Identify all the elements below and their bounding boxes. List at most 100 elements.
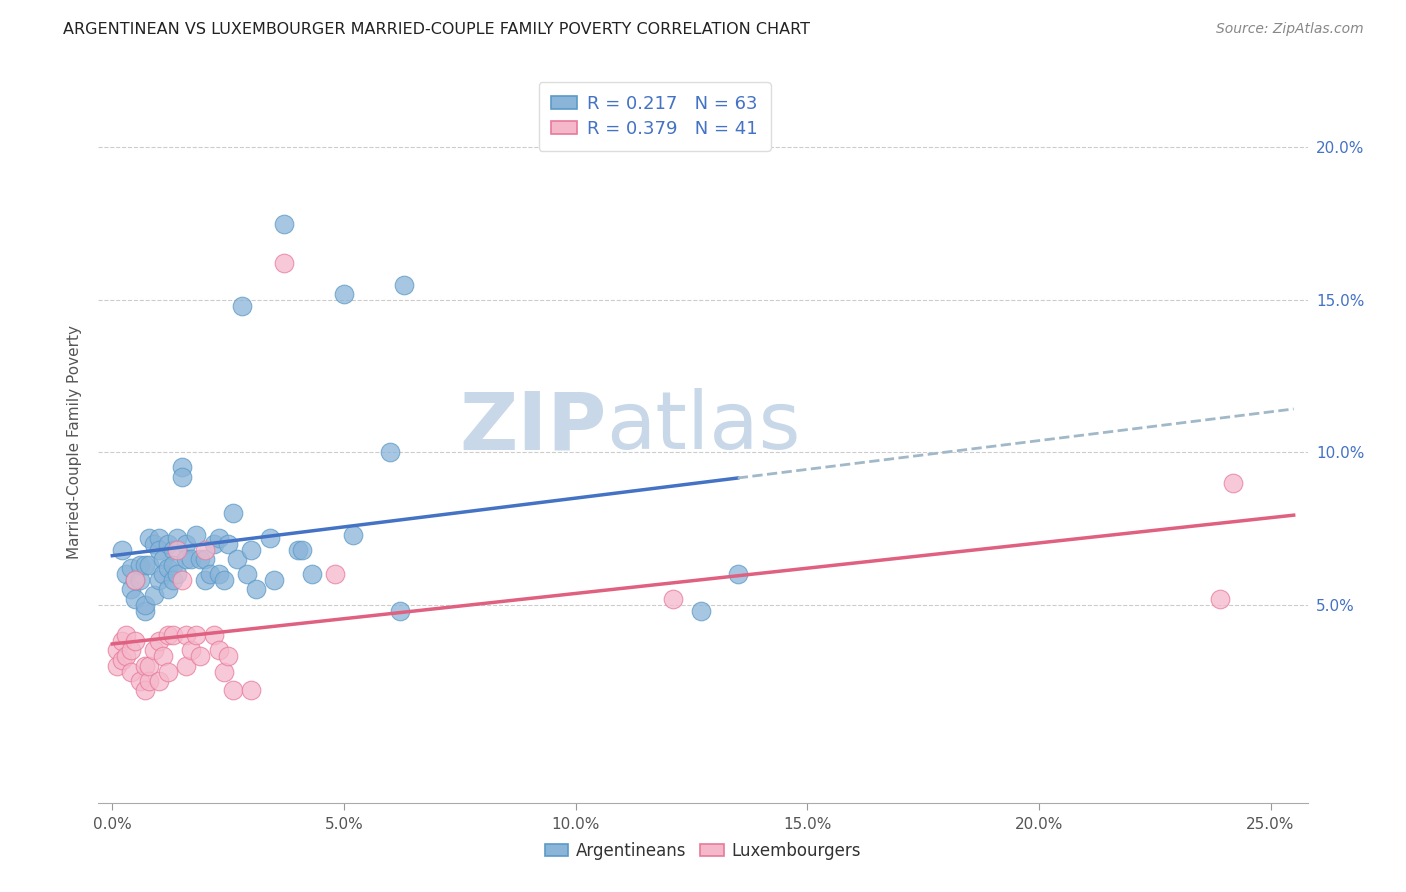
Point <box>115 649 138 664</box>
Point <box>212 574 235 588</box>
Point <box>212 665 235 679</box>
Point <box>273 217 295 231</box>
Point <box>180 643 202 657</box>
Point <box>170 574 193 588</box>
Text: ZIP: ZIP <box>458 388 606 467</box>
Point <box>166 531 188 545</box>
Point <box>245 582 267 597</box>
Point <box>124 591 146 606</box>
Point <box>143 643 166 657</box>
Point <box>689 604 711 618</box>
Text: Source: ZipAtlas.com: Source: ZipAtlas.com <box>1216 22 1364 37</box>
Point <box>166 542 188 557</box>
Point <box>152 567 174 582</box>
Point <box>388 604 411 618</box>
Point <box>110 542 132 557</box>
Point <box>333 286 356 301</box>
Point <box>226 552 249 566</box>
Legend: Argentineans, Luxembourgers: Argentineans, Luxembourgers <box>538 836 868 867</box>
Text: atlas: atlas <box>606 388 800 467</box>
Point <box>162 574 184 588</box>
Point <box>110 634 132 648</box>
Point <box>1222 475 1244 490</box>
Point <box>342 527 364 541</box>
Point <box>124 574 146 588</box>
Point <box>240 683 263 698</box>
Point <box>291 542 314 557</box>
Point <box>231 299 253 313</box>
Point <box>129 558 152 572</box>
Point <box>208 531 231 545</box>
Point <box>208 567 231 582</box>
Point <box>134 604 156 618</box>
Point <box>194 552 217 566</box>
Point <box>162 628 184 642</box>
Point <box>194 574 217 588</box>
Point <box>162 542 184 557</box>
Point <box>380 445 402 459</box>
Point <box>1208 591 1230 606</box>
Point <box>188 649 211 664</box>
Point <box>217 536 239 550</box>
Point <box>198 567 221 582</box>
Point <box>392 277 415 292</box>
Point <box>148 634 170 648</box>
Point <box>222 683 245 698</box>
Point <box>156 628 179 642</box>
Point <box>184 527 207 541</box>
Point <box>134 558 156 572</box>
Point <box>180 552 202 566</box>
Point <box>184 628 207 642</box>
Point <box>301 567 323 582</box>
Point <box>115 567 138 582</box>
Point <box>148 542 170 557</box>
Point <box>138 558 160 572</box>
Point <box>148 673 170 688</box>
Point <box>323 567 346 582</box>
Point <box>727 567 749 582</box>
Point <box>115 628 138 642</box>
Point <box>152 552 174 566</box>
Point <box>188 552 211 566</box>
Point <box>263 574 285 588</box>
Point <box>217 649 239 664</box>
Point <box>152 649 174 664</box>
Point <box>170 460 193 475</box>
Point <box>129 574 152 588</box>
Point <box>273 256 295 270</box>
Point <box>105 643 128 657</box>
Point <box>138 531 160 545</box>
Point <box>208 643 231 657</box>
Point <box>235 567 257 582</box>
Point <box>148 531 170 545</box>
Point <box>120 665 142 679</box>
Point <box>124 634 146 648</box>
Point <box>134 598 156 612</box>
Point <box>176 628 198 642</box>
Point <box>120 643 142 657</box>
Point <box>129 673 152 688</box>
Point <box>134 683 156 698</box>
Point <box>105 658 128 673</box>
Point <box>120 561 142 575</box>
Point <box>166 567 188 582</box>
Point <box>222 506 245 520</box>
Point <box>287 542 309 557</box>
Point <box>138 658 160 673</box>
Point <box>176 536 198 550</box>
Point <box>202 628 225 642</box>
Text: ARGENTINEAN VS LUXEMBOURGER MARRIED-COUPLE FAMILY POVERTY CORRELATION CHART: ARGENTINEAN VS LUXEMBOURGER MARRIED-COUP… <box>63 22 810 37</box>
Point <box>143 536 166 550</box>
Point <box>124 574 146 588</box>
Point <box>194 542 217 557</box>
Point <box>156 561 179 575</box>
Point <box>148 574 170 588</box>
Point <box>138 673 160 688</box>
Point <box>162 558 184 572</box>
Point <box>120 582 142 597</box>
Point <box>259 531 281 545</box>
Point <box>240 542 263 557</box>
Y-axis label: Married-Couple Family Poverty: Married-Couple Family Poverty <box>67 325 83 558</box>
Point <box>170 469 193 483</box>
Point <box>662 591 685 606</box>
